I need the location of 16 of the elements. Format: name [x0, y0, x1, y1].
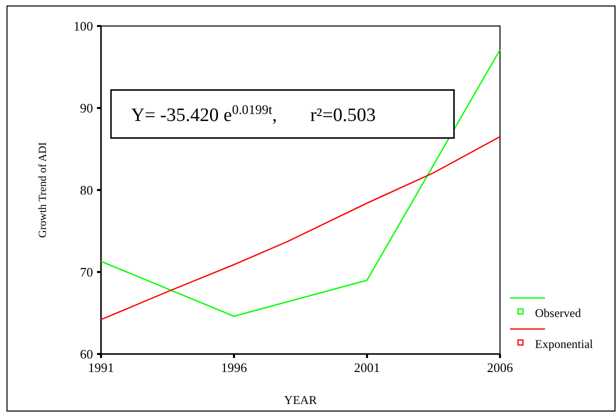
legend-label: Observed: [535, 306, 581, 320]
y-axis-title: Growth Trend of ADI: [37, 142, 49, 238]
y-tick-label: 70: [80, 264, 93, 280]
y-tick-label: 80: [80, 182, 93, 198]
y-tick-label: 90: [80, 100, 93, 116]
legend-label: Exponential: [535, 337, 594, 351]
x-tick-label: 1996: [221, 360, 248, 375]
y-tick-label: 60: [80, 346, 93, 362]
line-series: [100, 136, 501, 320]
x-tick-label: 2006: [487, 360, 514, 375]
x-tick-label: 2001: [354, 360, 380, 375]
x-axis-title: YEAR: [284, 393, 317, 407]
annotation: Y= -35.420 e$^{0.0199t}$, r²=0.503: [131, 102, 376, 126]
x-tick-label: 1991: [88, 360, 114, 375]
line-series: [100, 49, 501, 317]
y-tick-label: 100: [74, 18, 93, 34]
